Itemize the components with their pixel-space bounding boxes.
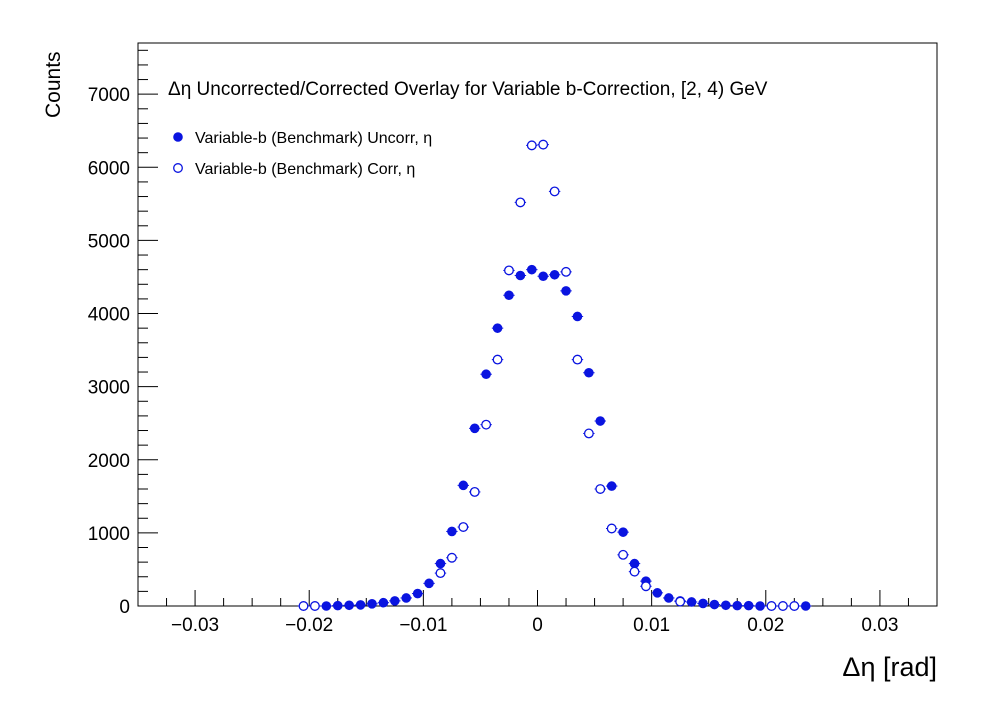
data-point-open — [435, 568, 446, 579]
data-point-open — [766, 601, 777, 611]
x-tick-label: 0.02 — [747, 615, 784, 636]
data-point-open — [777, 601, 788, 611]
data-point-filled — [526, 264, 537, 275]
data-point-filled — [618, 527, 628, 537]
data-point-filled — [321, 601, 332, 611]
data-point-open — [595, 484, 606, 494]
data-point-filled — [458, 480, 469, 491]
legend: Variable-b (Benchmark) Uncorr, η Variable… — [173, 130, 432, 178]
data-point-filled — [629, 558, 640, 569]
y-tick-label: 1000 — [88, 524, 130, 545]
data-point-filled — [469, 423, 480, 434]
x-tick-label: −0.01 — [399, 615, 447, 636]
y-tick-label: 6000 — [88, 158, 130, 179]
data-point-filled — [743, 600, 754, 611]
y-tick-label: 3000 — [88, 378, 130, 399]
data-point-filled — [435, 558, 446, 569]
x-axis-label: Δη [rad] — [842, 652, 937, 682]
data-point-open — [309, 601, 320, 611]
data-point-open — [629, 566, 640, 577]
data-point-open — [469, 486, 480, 497]
data-point-filled — [721, 600, 731, 611]
data-point-filled — [549, 269, 560, 280]
data-point-filled — [378, 597, 389, 608]
data-point-open — [526, 140, 537, 151]
data-point-filled — [572, 311, 583, 322]
data-point-open — [515, 197, 526, 208]
data-point-open — [789, 601, 800, 611]
data-point-filled — [538, 271, 549, 282]
data-point-filled — [606, 481, 617, 491]
y-axis-label: Counts — [42, 51, 65, 118]
y-tick-label: 0 — [119, 597, 130, 618]
data-point-filled — [698, 598, 708, 609]
data-point-open — [504, 265, 514, 276]
legend-marker-open — [173, 163, 183, 173]
data-point-open — [538, 139, 549, 150]
data-point-open — [492, 354, 503, 365]
data-point-open — [561, 266, 571, 277]
x-tick-label: −0.02 — [285, 615, 333, 636]
legend-label: Variable-b (Benchmark) Corr, η — [195, 161, 415, 178]
data-point-filled — [732, 600, 743, 611]
x-tick-label: 0.01 — [633, 615, 670, 636]
data-point-open — [572, 354, 583, 365]
data-point-open — [675, 596, 686, 607]
y-tick-label: 2000 — [88, 451, 130, 472]
legend-marker-filled — [173, 132, 183, 142]
data-point-filled — [595, 416, 606, 426]
data-point-open — [298, 601, 309, 611]
data-point-filled — [332, 600, 343, 611]
data-point-filled — [504, 290, 514, 301]
data-point-filled — [401, 593, 412, 603]
data-point-filled — [367, 599, 377, 609]
series-corr — [297, 139, 801, 611]
y-tick-label: 4000 — [88, 305, 130, 326]
legend-item: Variable-b (Benchmark) Uncorr, η — [173, 130, 432, 147]
data-point-filled — [481, 369, 491, 380]
legend-item: Variable-b (Benchmark) Corr, η — [173, 161, 415, 178]
data-point-filled — [515, 270, 526, 281]
data-point-open — [549, 186, 560, 197]
data-point-filled — [561, 286, 571, 296]
data-point-filled — [390, 596, 400, 606]
data-point-open — [618, 549, 629, 560]
data-point-filled — [800, 601, 811, 611]
data-point-open — [458, 522, 469, 532]
data-point-filled — [584, 367, 594, 378]
data-points — [297, 139, 812, 611]
data-point-filled — [663, 593, 674, 603]
legend-label: Variable-b (Benchmark) Uncorr, η — [195, 130, 432, 147]
data-point-filled — [755, 601, 765, 611]
data-point-filled — [686, 597, 697, 607]
data-point-filled — [412, 588, 423, 599]
data-point-open — [606, 523, 617, 534]
data-point-open — [446, 552, 457, 563]
x-tick-label: 0.03 — [861, 615, 898, 636]
x-tick-label: −0.03 — [171, 615, 219, 636]
data-point-filled — [424, 578, 434, 589]
data-point-filled — [709, 599, 720, 610]
data-point-filled — [355, 600, 366, 610]
chart-title: Δη Uncorrected/Corrected Overlay for Var… — [168, 79, 768, 100]
data-point-filled — [344, 600, 354, 611]
axis-tick-labels: −0.03 −0.02 −0.01 0 0.01 0.02 0.03 0 1000 2000 300… — [88, 85, 899, 636]
data-point-open — [583, 428, 594, 439]
data-point-filled — [492, 323, 503, 333]
data-point-filled — [652, 588, 663, 598]
y-tick-label: 5000 — [88, 231, 130, 252]
y-tick-label: 7000 — [88, 85, 130, 106]
data-point-filled — [447, 526, 457, 537]
data-point-open — [481, 419, 492, 430]
x-tick-label: 0 — [532, 615, 543, 636]
data-point-open — [640, 581, 651, 592]
